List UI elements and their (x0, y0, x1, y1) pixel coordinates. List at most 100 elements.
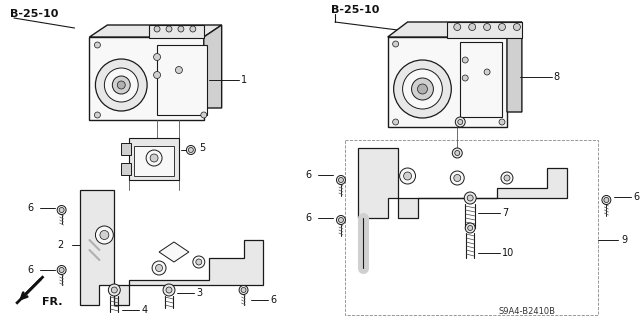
Ellipse shape (117, 81, 125, 89)
Circle shape (239, 286, 248, 294)
Circle shape (100, 231, 109, 240)
Text: 8: 8 (554, 72, 560, 82)
Polygon shape (79, 190, 264, 305)
Text: 3: 3 (196, 288, 202, 298)
Bar (157, 45, 207, 115)
Circle shape (393, 119, 399, 125)
Ellipse shape (113, 76, 130, 94)
Text: 4: 4 (141, 305, 147, 315)
Circle shape (399, 168, 415, 184)
Circle shape (152, 261, 166, 275)
Bar (345, 140, 598, 315)
Circle shape (154, 26, 160, 32)
Circle shape (484, 24, 491, 31)
Polygon shape (388, 22, 522, 37)
Ellipse shape (403, 69, 442, 109)
Polygon shape (90, 25, 221, 37)
Circle shape (156, 264, 163, 271)
Text: S9A4-B2410B: S9A4-B2410B (499, 308, 556, 316)
Text: B-25-10: B-25-10 (331, 5, 380, 15)
Ellipse shape (417, 84, 428, 94)
Circle shape (339, 177, 344, 182)
Circle shape (504, 175, 510, 181)
Text: 6: 6 (305, 213, 311, 223)
Circle shape (455, 117, 465, 127)
Text: 6: 6 (270, 295, 276, 305)
Polygon shape (507, 22, 522, 112)
Circle shape (339, 218, 344, 222)
Circle shape (166, 26, 172, 32)
Circle shape (602, 196, 611, 204)
Circle shape (108, 284, 120, 296)
Bar (149, 25, 204, 38)
Circle shape (337, 175, 346, 184)
Circle shape (467, 195, 473, 201)
Circle shape (95, 112, 100, 118)
Text: 6: 6 (28, 265, 34, 275)
Bar (121, 143, 131, 155)
Bar (134, 146, 174, 176)
Circle shape (499, 24, 506, 31)
Circle shape (59, 268, 64, 272)
Text: 6: 6 (28, 203, 34, 213)
Text: 6: 6 (633, 192, 639, 202)
Circle shape (393, 41, 399, 47)
Bar (388, 37, 507, 127)
Circle shape (95, 42, 100, 48)
Circle shape (468, 226, 473, 231)
Text: 10: 10 (502, 248, 515, 258)
Circle shape (150, 154, 158, 162)
Circle shape (166, 287, 172, 293)
Circle shape (513, 24, 520, 31)
Text: 1: 1 (241, 75, 246, 85)
Circle shape (465, 223, 475, 233)
Polygon shape (358, 148, 566, 218)
Text: 5: 5 (199, 143, 205, 153)
Circle shape (454, 24, 461, 31)
Circle shape (163, 284, 175, 296)
Text: 7: 7 (502, 208, 508, 218)
Text: 6: 6 (305, 170, 311, 180)
Circle shape (190, 26, 196, 32)
Circle shape (146, 150, 162, 166)
Ellipse shape (412, 78, 433, 100)
Circle shape (188, 147, 193, 152)
Circle shape (484, 69, 490, 75)
Circle shape (499, 119, 505, 125)
Circle shape (454, 174, 461, 182)
Circle shape (462, 75, 468, 81)
Circle shape (604, 197, 609, 203)
Circle shape (57, 265, 66, 275)
Bar (129, 138, 179, 180)
Circle shape (201, 112, 207, 118)
Ellipse shape (394, 60, 451, 118)
Circle shape (175, 66, 182, 73)
Circle shape (455, 151, 460, 155)
Polygon shape (159, 242, 189, 262)
Circle shape (468, 24, 476, 31)
Circle shape (154, 71, 161, 78)
Circle shape (337, 216, 346, 225)
Circle shape (462, 57, 468, 63)
Ellipse shape (104, 68, 138, 102)
Circle shape (57, 205, 66, 214)
Bar (90, 37, 204, 120)
Circle shape (154, 54, 161, 61)
Circle shape (186, 145, 195, 154)
Circle shape (404, 172, 412, 180)
Circle shape (451, 171, 464, 185)
Circle shape (458, 120, 463, 124)
Circle shape (241, 287, 246, 293)
Circle shape (178, 26, 184, 32)
Circle shape (95, 226, 113, 244)
Circle shape (464, 192, 476, 204)
Circle shape (452, 148, 462, 158)
Bar (121, 163, 131, 175)
Polygon shape (204, 25, 221, 108)
Bar (447, 22, 522, 38)
Text: 9: 9 (621, 235, 627, 245)
Circle shape (193, 256, 205, 268)
Text: 2: 2 (58, 240, 64, 250)
Text: FR.: FR. (42, 297, 62, 307)
Bar (460, 42, 502, 117)
